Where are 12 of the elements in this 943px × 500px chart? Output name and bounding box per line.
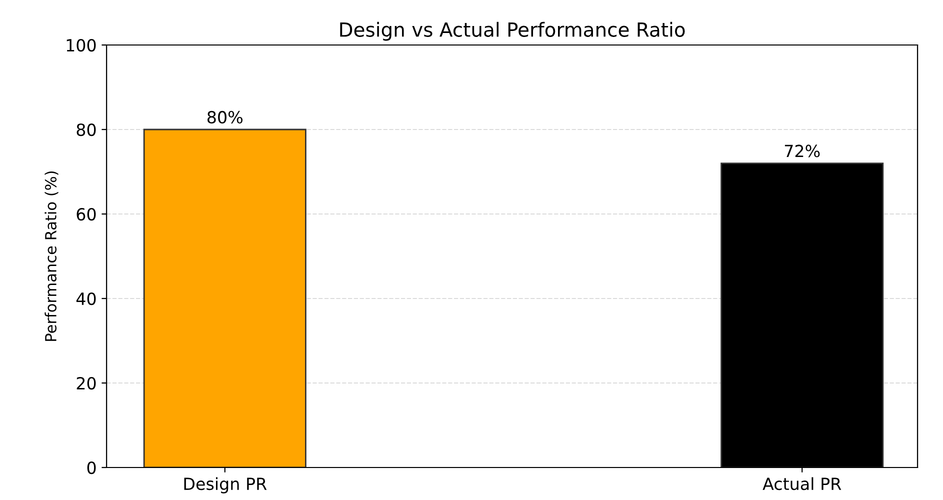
data-label: 72% <box>784 144 820 158</box>
y-tick-label: 60 <box>76 208 96 221</box>
y-tick-label: 100 <box>66 38 96 52</box>
y-tick-label: 40 <box>76 292 96 306</box>
x-tick-label: Actual PR <box>762 477 842 490</box>
y-tick-label: 20 <box>76 376 96 390</box>
y-tick-label: 80 <box>76 123 96 136</box>
y-axis-title: Performance Ratio (%) <box>44 171 58 341</box>
y-tick-label: 0 <box>87 461 96 474</box>
chart-title: Design vs Actual Performance Ratio <box>340 22 685 41</box>
data-label: 80% <box>207 110 242 124</box>
x-tick-label: Design PR <box>184 477 267 494</box>
